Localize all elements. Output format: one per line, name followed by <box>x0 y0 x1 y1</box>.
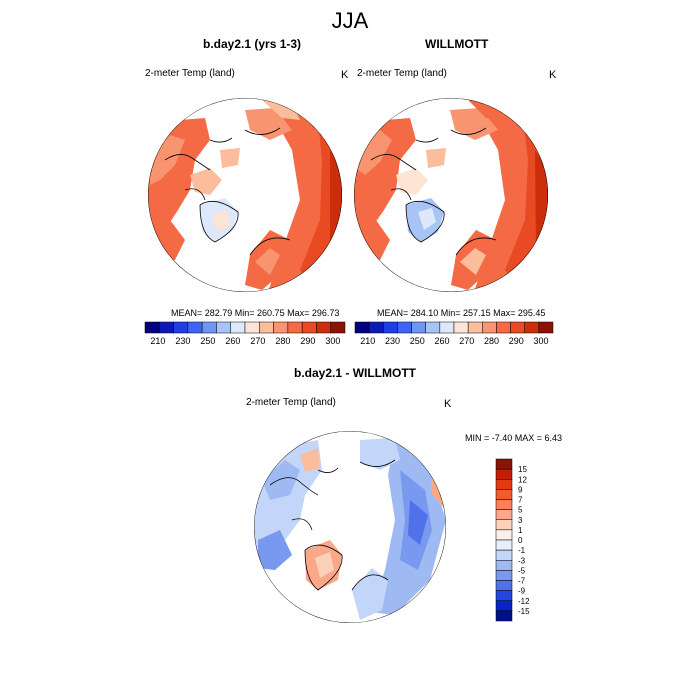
colorbar-difference-tick-label: 15 <box>518 465 527 474</box>
panel1-stats: MEAN= 282.79 Min= 260.75 Max= 296.73 <box>171 308 340 318</box>
colorbar-difference-swatch <box>495 610 513 622</box>
map-difference <box>254 431 446 623</box>
colorbar-willmott-tick-label: 250 <box>410 336 425 346</box>
colorbar-difference-swatch <box>495 570 513 581</box>
colorbar-difference-swatch <box>495 560 513 571</box>
colorbar-willmott-tick-label: 230 <box>385 336 400 346</box>
colorbar-difference-swatch <box>495 479 513 490</box>
colorbar-willmott-tick-label: 300 <box>533 336 548 346</box>
colorbar-difference-tick-label: -9 <box>518 587 526 596</box>
colorbar-willmott-tick-label: 280 <box>484 336 499 346</box>
colorbar-willmott-swatch <box>354 321 370 334</box>
colorbar-model-tick-label: 290 <box>300 336 315 346</box>
colorbar-difference-tick-label: 12 <box>518 475 527 484</box>
colorbar-willmott-tick-label: 290 <box>509 336 524 346</box>
colorbar-model-tick-label: 280 <box>275 336 290 346</box>
colorbar-willmott: 210 230 250 260 270 280 290 300 <box>354 321 554 346</box>
colorbar-difference-swatch <box>495 499 513 510</box>
colorbar-willmott-swatch <box>383 321 398 334</box>
colorbar-difference-swatch <box>495 458 513 470</box>
colorbar-difference-swatch <box>495 468 513 480</box>
colorbar-difference-tick-label: -1 <box>518 546 526 555</box>
colorbar-model-swatch <box>216 321 231 334</box>
panel1-title: b.day2.1 (yrs 1-3) <box>203 37 302 51</box>
colorbar-willmott-swatch <box>453 321 469 334</box>
colorbar-willmott-swatch <box>425 321 441 334</box>
colorbar-model-swatch <box>159 321 174 334</box>
colorbar-difference-swatch <box>495 509 513 520</box>
colorbar-model: 210 230 250 260 270 280 290 300 <box>144 321 346 346</box>
panel2-units-label: K <box>549 69 557 81</box>
colorbar-difference-tick-label: 1 <box>518 526 523 535</box>
colorbar-difference-tick-label: -7 <box>518 577 526 586</box>
colorbar-willmott-swatch <box>496 321 511 334</box>
colorbar-difference-tick-label: 9 <box>518 485 523 494</box>
colorbar-model-swatch <box>273 321 289 334</box>
map-model-temperature <box>148 98 342 292</box>
colorbar-willmott-swatch <box>510 321 525 334</box>
panel3-title: b.day2.1 - WILLMOTT <box>294 366 416 380</box>
panel2-stats: MEAN= 284.10 Min= 257.15 Max= 295.45 <box>377 308 546 318</box>
colorbar-model-swatch <box>244 321 260 334</box>
colorbar-difference-tick-label: -5 <box>518 566 526 575</box>
colorbar-model-swatch <box>316 321 331 334</box>
panel3-stats: MIN = -7.40 MAX = 6.43 <box>465 433 563 443</box>
colorbar-difference-swatch <box>495 539 513 551</box>
colorbar-willmott-tick-label: 270 <box>459 336 474 346</box>
colorbar-willmott-swatch <box>467 321 483 334</box>
colorbar-willmott-swatch <box>411 321 426 334</box>
colorbar-difference-tick-label: -3 <box>518 556 526 565</box>
colorbar-willmott-swatch <box>368 321 384 334</box>
colorbar-model-swatch <box>173 321 189 334</box>
figure-title: JJA <box>331 8 369 33</box>
colorbar-model-swatch <box>201 321 217 334</box>
panel1-variable-label: 2-meter Temp (land) <box>145 68 235 79</box>
colorbar-difference-tick-label: 3 <box>518 516 523 525</box>
panel3-units-label: K <box>444 398 452 410</box>
colorbar-model-swatch <box>330 321 346 334</box>
colorbar-model-tick-label: 260 <box>225 336 240 346</box>
panel3-variable-label: 2-meter Temp (land) <box>246 397 336 408</box>
colorbar-model-tick-label: 230 <box>175 336 190 346</box>
colorbar-willmott-tick-label: 210 <box>360 336 375 346</box>
colorbar-difference-tick-label: -15 <box>518 607 530 616</box>
colorbar-model-swatch <box>144 321 160 334</box>
panel2-title: WILLMOTT <box>425 37 489 51</box>
colorbar-model-tick-label: 210 <box>150 336 165 346</box>
colorbar-difference-tick-label: 5 <box>518 506 523 515</box>
colorbar-difference-swatch <box>495 519 513 531</box>
colorbar-model-swatch <box>187 321 203 334</box>
colorbar-difference-tick-label: 0 <box>518 536 523 545</box>
colorbar-difference-swatch <box>495 590 513 601</box>
colorbar-difference-tick-label: 7 <box>518 496 523 505</box>
colorbar-model-swatch <box>230 321 246 334</box>
colorbar-model-tick-label: 300 <box>325 336 340 346</box>
colorbar-willmott-swatch <box>397 321 412 334</box>
colorbar-difference-tick-label: -12 <box>518 597 530 606</box>
colorbar-model-swatch <box>259 321 274 334</box>
panel2-variable-label: 2-meter Temp (land) <box>357 68 447 79</box>
colorbar-willmott-swatch <box>524 321 540 334</box>
colorbar-difference-swatch <box>495 580 513 591</box>
colorbar-difference-swatch <box>495 600 513 612</box>
panel1-units-label: K <box>341 69 349 81</box>
colorbar-willmott-swatch <box>439 321 455 334</box>
colorbar-difference-swatch <box>495 489 513 500</box>
colorbar-model-tick-label: 250 <box>200 336 215 346</box>
colorbar-model-swatch <box>301 321 317 334</box>
colorbar-difference-swatch <box>495 549 513 561</box>
colorbar-willmott-swatch <box>538 321 554 334</box>
colorbar-willmott-swatch <box>482 321 497 334</box>
colorbar-willmott-tick-label: 260 <box>434 336 449 346</box>
colorbar-difference-swatch <box>495 529 513 541</box>
map-willmott-temperature <box>354 98 548 292</box>
colorbar-model-swatch <box>287 321 303 334</box>
colorbar-model-tick-label: 270 <box>250 336 265 346</box>
